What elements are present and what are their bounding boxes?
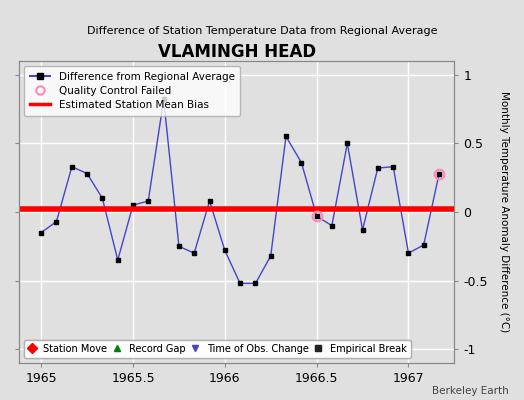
Quality Control Failed (313, 214, 320, 218)
Difference from Regional Average (313, 214, 320, 218)
Difference from Regional Average (145, 199, 151, 204)
Difference from Regional Average (115, 258, 121, 262)
Line: Quality Control Failed: Quality Control Failed (312, 169, 444, 221)
Difference from Regional Average (405, 251, 411, 256)
Difference from Regional Average (344, 141, 351, 146)
Difference from Regional Average (329, 223, 335, 228)
Difference from Regional Average (99, 196, 105, 201)
Difference from Regional Average (38, 230, 45, 235)
Line: Difference from Regional Average: Difference from Regional Average (39, 97, 442, 286)
Quality Control Failed (436, 171, 442, 176)
Difference from Regional Average (53, 219, 60, 224)
Text: Berkeley Earth: Berkeley Earth (432, 386, 508, 396)
Difference from Regional Average (359, 228, 366, 232)
Difference from Regional Average (191, 251, 198, 256)
Difference from Regional Average (253, 281, 259, 286)
Difference from Regional Average (436, 171, 442, 176)
Difference from Regional Average (298, 160, 304, 165)
Text: Difference of Station Temperature Data from Regional Average: Difference of Station Temperature Data f… (87, 26, 437, 36)
Difference from Regional Average (268, 254, 274, 258)
Difference from Regional Average (176, 244, 182, 249)
Title: VLAMINGH HEAD: VLAMINGH HEAD (158, 43, 316, 61)
Difference from Regional Average (69, 164, 75, 169)
Legend: Station Move, Record Gap, Time of Obs. Change, Empirical Break: Station Move, Record Gap, Time of Obs. C… (24, 340, 411, 358)
Difference from Regional Average (237, 281, 243, 286)
Difference from Regional Average (160, 97, 167, 102)
Difference from Regional Average (283, 134, 289, 139)
Difference from Regional Average (390, 164, 396, 169)
Difference from Regional Average (222, 248, 228, 253)
Difference from Regional Average (84, 171, 90, 176)
Y-axis label: Monthly Temperature Anomaly Difference (°C): Monthly Temperature Anomaly Difference (… (499, 91, 509, 333)
Difference from Regional Average (130, 203, 136, 208)
Difference from Regional Average (421, 242, 427, 247)
Difference from Regional Average (375, 166, 381, 170)
Difference from Regional Average (206, 199, 213, 204)
